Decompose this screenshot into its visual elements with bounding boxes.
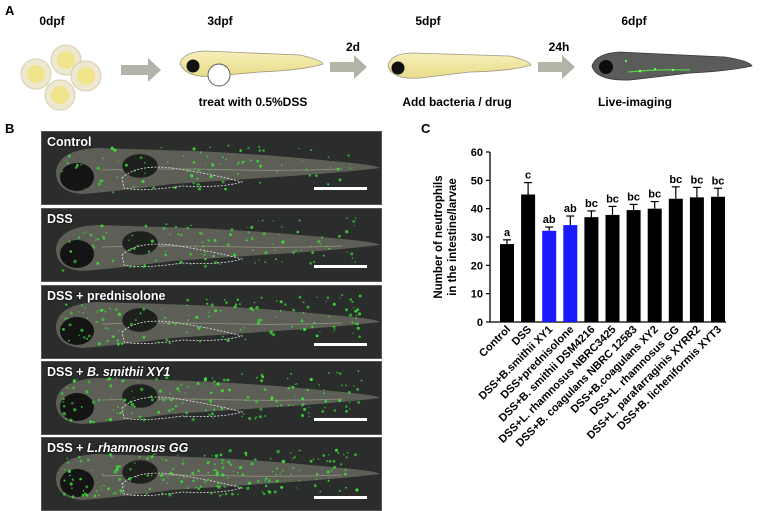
larva-6dpf-imaged [591,51,753,81]
significance-label: bc [585,198,598,210]
bar [626,210,641,322]
y-tick-label: 40 [471,204,483,216]
panel-b-label: B [5,121,15,136]
significance-label: bc [712,175,725,187]
image-label: DSS + prednisolone [47,289,166,303]
significance-label: bc [648,189,661,201]
significance-label: bc [669,174,682,186]
image-dss: DSS [41,208,382,282]
stage-3dpf: 3dpf [207,14,233,28]
significance-label: bc [627,191,640,203]
y-axis-label: Number of neutrophils in the intestine/la… [433,175,459,298]
y-tick-label: 20 [471,260,483,272]
significance-label: ab [543,214,556,226]
caption-add-bacteria: Add bacteria / drug [402,95,512,109]
larva-5dpf [387,52,532,79]
significance-label: bc [690,174,703,186]
fish-image [56,294,380,348]
image-label: DSS [47,212,73,226]
image-dss-prednisolone: DSS + prednisolone [41,285,382,359]
image-dss-l-rhamnosus: DSS + L.rhamnosus GG [41,437,382,511]
scale-bar [314,265,367,268]
bar [711,196,725,322]
bar [542,230,557,322]
panel-a-label: A [5,3,15,18]
image-label: Control [47,135,92,149]
image-label: DSS + B. smithii XY1 [47,365,171,379]
scale-bar [314,343,367,346]
interval-24h: 24h [548,40,570,54]
bar [521,194,536,322]
bar [500,244,514,322]
bar [563,225,578,322]
fish-image [56,144,380,194]
image-label: DSS + L.rhamnosus GG [47,441,189,455]
y-axis: 0 10 20 30 40 50 60 [471,147,491,329]
scale-bar [314,496,367,499]
larva-3dpf [179,50,324,87]
scale-bar [314,187,367,190]
image-dss-b-smithii: DSS + B. smithii XY1 [41,361,382,435]
y-tick-label: 50 [471,175,483,187]
image-control: Control [41,131,382,205]
stage-5dpf: 5dpf [415,14,441,28]
fish-image [56,217,380,272]
y-tick-label: 0 [477,317,483,329]
y-tick-label: 10 [471,289,483,301]
category-label: Control [477,324,513,360]
y-tick-label: 30 [471,232,483,244]
caption-treat-dss: treat with 0.5%DSS [198,95,308,109]
workflow-arrows [121,55,575,82]
significance-label: bc [606,193,619,205]
scale-bar [314,418,367,421]
bar [584,217,599,322]
significance-label: a [504,227,511,239]
bar [668,198,683,322]
significance-label: c [525,170,531,182]
interval-2d: 2d [345,40,360,54]
panel-c-label: C [421,121,431,136]
fish-image [56,370,380,424]
neutrophil-bar-chart: 0 10 20 30 40 50 60 Number of neutrophils in the… [433,147,727,449]
significance-label: ab [564,203,577,215]
fish-image [56,448,380,500]
stage-6dpf: 6dpf [621,14,647,28]
workflow-illustration [20,44,753,111]
egg-cluster [20,44,102,111]
stage-0dpf: 0dpf [39,14,65,28]
bar [647,208,662,322]
bar [605,214,620,322]
y-tick-label: 60 [471,147,483,159]
caption-live-imaging: Live-imaging [597,95,672,109]
bar [689,197,704,322]
